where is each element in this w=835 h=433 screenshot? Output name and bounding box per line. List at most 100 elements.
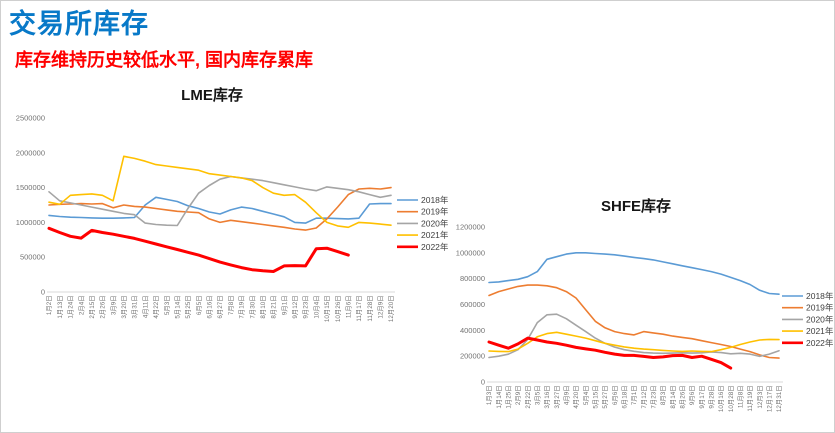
shfe-x-tick-label: 6月18日 xyxy=(621,386,629,409)
page-title: 交易所库存 xyxy=(9,9,149,39)
lme-y-tick-label: 0 xyxy=(41,288,45,297)
lme-x-tick-label: 11月6日 xyxy=(344,296,352,319)
shfe-legend-label: 2020年 xyxy=(806,314,834,324)
shfe-x-tick-label: 7月12日 xyxy=(640,386,648,409)
lme-y-tick-label: 1500000 xyxy=(16,183,45,192)
shfe-y-tick-label: 200000 xyxy=(460,352,485,361)
shfe-series-2020-line xyxy=(488,313,780,359)
lme-series-2018-line xyxy=(48,196,392,224)
shfe-x-tick-label: 12月17日 xyxy=(766,386,774,413)
shfe-series-2019-line xyxy=(488,284,780,359)
shfe-x-tick-label: 5月4日 xyxy=(582,386,590,406)
shfe-x-tick-label: 3月27日 xyxy=(553,386,561,409)
shfe-x-tick-label: 10月16日 xyxy=(717,386,725,413)
lme-x-tick-label: 10月26日 xyxy=(334,296,342,323)
shfe-y-tick-label: 1000000 xyxy=(456,248,485,257)
lme-legend-label: 2022年 xyxy=(421,242,449,252)
shfe-legend-label: 2019年 xyxy=(806,303,834,313)
shfe-legend-item: 2021年 xyxy=(782,326,834,336)
lme-x-tick-label: 9月12日 xyxy=(291,296,299,319)
lme-x-tick-label: 9月23日 xyxy=(302,296,310,319)
lme-x-tick-label: 8月10日 xyxy=(259,296,267,319)
page-subtitle: 库存维持历史较低水平, 国内库存累库 xyxy=(15,50,314,70)
shfe-x-tick-label: 9月28日 xyxy=(708,386,716,409)
shfe-chart: 0 200000 400000 600000 800000 1000000 1200000 1… xyxy=(456,223,834,413)
shfe-x-tick-label: 11月8日 xyxy=(737,386,745,409)
lme-x-tick-label: 3月31日 xyxy=(131,296,139,319)
shfe-x-tick-label: 9月17日 xyxy=(698,386,706,409)
shfe-x-tick-label: 8月14日 xyxy=(669,386,677,409)
lme-x-tick-label: 4月11日 xyxy=(141,296,149,319)
lme-x-tick-label: 2月15日 xyxy=(88,296,96,319)
lme-x-tick-label: 10月4日 xyxy=(312,296,320,319)
lme-legend-item: 2018年 xyxy=(397,195,449,205)
shfe-x-tick-label: 8月3日 xyxy=(659,386,667,406)
lme-chart-title: LME库存 xyxy=(181,87,243,104)
lme-x-tick-label: 6月27日 xyxy=(216,296,224,319)
shfe-legend-item: 2022年 xyxy=(782,338,834,348)
shfe-x-tick-label: 5月27日 xyxy=(601,386,609,409)
shfe-x-tick-label: 2月9日 xyxy=(514,386,522,406)
lme-x-tick-label: 1月2日 xyxy=(45,296,53,316)
lme-x-tick-label: 7月30日 xyxy=(248,296,256,319)
shfe-x-tick-label: 10月28日 xyxy=(727,386,735,413)
lme-x-tick-label: 5月14日 xyxy=(173,296,181,319)
shfe-series-2022-line xyxy=(487,336,733,370)
lme-x-tick-label: 3月20日 xyxy=(120,296,128,319)
shfe-legend-item: 2019年 xyxy=(782,303,834,313)
lme-x-tick-label: 2月4日 xyxy=(77,296,85,316)
lme-y-tick-label: 500000 xyxy=(20,253,45,262)
shfe-x-tick-label: 1月3日 xyxy=(485,386,493,406)
shfe-x-tick-label: 9月6日 xyxy=(688,386,696,406)
lme-y-tick-label: 1000000 xyxy=(16,218,45,227)
lme-x-tick-label: 10月15日 xyxy=(323,296,331,323)
lme-legend-label: 2020年 xyxy=(421,218,449,228)
shfe-x-tick-label: 6月6日 xyxy=(611,386,619,406)
lme-x-tick-label: 12月20日 xyxy=(387,296,395,323)
shfe-x-tick-label: 4月20日 xyxy=(572,386,580,409)
shfe-y-tick-label: 400000 xyxy=(460,326,485,335)
lme-legend-item: 2019年 xyxy=(397,207,449,217)
shfe-series-2021-line xyxy=(488,331,780,353)
lme-y-tick-label: 2000000 xyxy=(16,148,45,157)
lme-series-2021-line xyxy=(48,155,392,229)
lme-series-2020-line xyxy=(48,175,392,227)
shfe-legend-item: 2018年 xyxy=(782,291,834,301)
lme-x-tick-label: 7月8日 xyxy=(227,296,235,316)
shfe-legend-label: 2018年 xyxy=(806,291,834,301)
shfe-y-tick-label: 600000 xyxy=(460,300,485,309)
shfe-chart-title: SHFE库存 xyxy=(600,198,671,215)
lme-x-tick-label: 5月3日 xyxy=(163,296,171,316)
lme-x-tick-label: 11月28日 xyxy=(366,296,374,322)
shfe-x-tick-label: 12月31日 xyxy=(775,386,783,413)
lme-x-tick-label: 9月1日 xyxy=(280,296,288,316)
shfe-x-tick-label: 1月14日 xyxy=(495,386,503,409)
shfe-y-tick-label: 800000 xyxy=(460,274,485,283)
lme-x-tick-label: 1月24日 xyxy=(67,296,75,319)
lme-series-2022-line xyxy=(47,226,350,273)
lme-legend-label: 2021年 xyxy=(421,230,449,240)
lme-series-2019-line xyxy=(48,186,392,231)
shfe-x-tick-label: 3月5日 xyxy=(534,386,542,406)
shfe-x-tick-label: 2月22日 xyxy=(524,386,532,409)
lme-x-tick-label: 12月9日 xyxy=(377,296,385,319)
lme-x-tick-label: 6月16日 xyxy=(206,296,214,319)
lme-x-tick-label: 3月9日 xyxy=(109,296,117,316)
lme-x-tick-label: 6月5日 xyxy=(195,296,203,316)
lme-legend-label: 2018年 xyxy=(421,195,449,205)
lme-x-tick-label: 7月19日 xyxy=(238,296,246,319)
lme-x-tick-label: 8月21日 xyxy=(270,296,278,319)
shfe-x-tick-label: 8月26日 xyxy=(679,386,687,409)
lme-x-tick-label: 2月26日 xyxy=(99,296,107,319)
lme-x-tick-label: 11月17日 xyxy=(355,296,363,322)
shfe-x-tick-label: 4月9日 xyxy=(563,386,571,406)
lme-x-tick-label: 5月25日 xyxy=(184,296,192,319)
shfe-y-tick-label: 0 xyxy=(481,378,485,387)
shfe-x-tick-label: 1月25日 xyxy=(505,386,513,409)
shfe-x-tick-label: 3月16日 xyxy=(543,386,551,409)
shfe-legend-label: 2021年 xyxy=(806,326,834,336)
shfe-legend-item: 2020年 xyxy=(782,314,834,324)
